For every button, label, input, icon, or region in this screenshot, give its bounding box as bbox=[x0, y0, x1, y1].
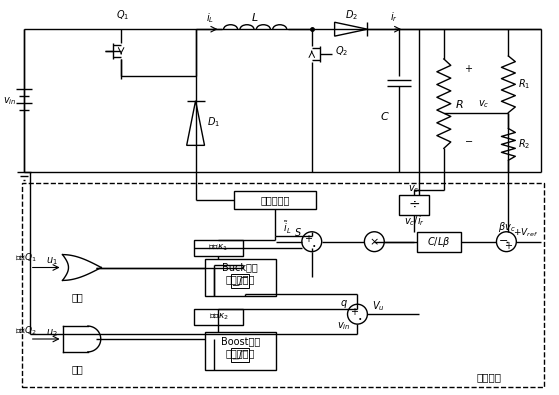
Text: $v_c$: $v_c$ bbox=[478, 98, 489, 109]
Text: $i_r$: $i_r$ bbox=[390, 10, 398, 24]
Bar bbox=[205, 332, 276, 370]
Text: ÷: ÷ bbox=[408, 198, 420, 212]
Text: 高通滤波器: 高通滤波器 bbox=[260, 195, 290, 205]
Text: $C$: $C$ bbox=[380, 109, 390, 122]
Text: $+$: $+$ bbox=[504, 240, 513, 251]
Text: $D_2$: $D_2$ bbox=[345, 8, 358, 22]
Text: $u_1$: $u_1$ bbox=[46, 256, 58, 267]
Text: $\beta v_c$: $\beta v_c$ bbox=[498, 220, 515, 234]
Text: $+$: $+$ bbox=[304, 233, 313, 244]
Bar bbox=[231, 275, 249, 288]
Text: $u_2$: $u_2$ bbox=[46, 327, 58, 339]
Text: $D_1$: $D_1$ bbox=[207, 116, 220, 130]
Text: $L$: $L$ bbox=[252, 11, 259, 23]
Text: 改变$\kappa_1$: 改变$\kappa_1$ bbox=[209, 243, 229, 253]
Text: $-$: $-$ bbox=[499, 234, 509, 244]
Bar bbox=[399, 195, 429, 215]
Text: 滑模控制器: 滑模控制器 bbox=[226, 275, 255, 284]
Text: $S$: $S$ bbox=[294, 226, 302, 238]
Text: 改变$\kappa_2$: 改变$\kappa_2$ bbox=[209, 312, 229, 322]
Text: 与门: 与门 bbox=[72, 364, 83, 374]
Text: $v_{in}$: $v_{in}$ bbox=[337, 320, 350, 332]
Text: $V_u$: $V_u$ bbox=[372, 299, 385, 313]
Text: $\bullet$: $\bullet$ bbox=[311, 242, 316, 248]
Text: $v_c/i_r$: $v_c/i_r$ bbox=[404, 214, 424, 228]
Bar bbox=[231, 348, 249, 362]
Text: 驱动$Q_1$: 驱动$Q_1$ bbox=[15, 251, 37, 264]
Text: $v_{in}$: $v_{in}$ bbox=[3, 95, 17, 107]
Bar bbox=[205, 259, 276, 296]
Text: $Q_2$: $Q_2$ bbox=[335, 44, 348, 58]
Text: Buck模式: Buck模式 bbox=[222, 263, 258, 273]
Text: $-$: $-$ bbox=[464, 135, 473, 145]
Bar bbox=[193, 309, 243, 325]
Bar bbox=[234, 191, 316, 209]
Text: $+V_{ref}$: $+V_{ref}$ bbox=[513, 226, 538, 239]
Text: 控制电路: 控制电路 bbox=[476, 372, 501, 382]
Text: $q$: $q$ bbox=[340, 298, 348, 310]
Text: $Q_1$: $Q_1$ bbox=[116, 8, 130, 22]
Text: 驱动$Q_2$: 驱动$Q_2$ bbox=[15, 325, 36, 337]
Text: $+$: $+$ bbox=[350, 306, 359, 317]
Text: $R$: $R$ bbox=[456, 98, 464, 110]
Text: $R_2$: $R_2$ bbox=[518, 137, 530, 151]
Text: $\times$: $\times$ bbox=[369, 237, 379, 247]
Text: $v_c$: $v_c$ bbox=[409, 183, 420, 195]
Text: 或门: 或门 bbox=[72, 292, 83, 302]
Text: 滑模控制器: 滑模控制器 bbox=[226, 348, 255, 358]
Text: $+$: $+$ bbox=[464, 64, 473, 74]
Text: $i_L$: $i_L$ bbox=[206, 11, 215, 25]
Bar bbox=[193, 240, 243, 256]
Text: $\bullet$: $\bullet$ bbox=[357, 315, 362, 321]
Text: $\tilde{i}_L$: $\tilde{i}_L$ bbox=[283, 219, 291, 236]
Text: $R_1$: $R_1$ bbox=[518, 77, 530, 91]
Bar bbox=[416, 232, 461, 252]
Text: Boost模式: Boost模式 bbox=[221, 336, 260, 346]
Text: $C/L\beta$: $C/L\beta$ bbox=[427, 235, 451, 249]
